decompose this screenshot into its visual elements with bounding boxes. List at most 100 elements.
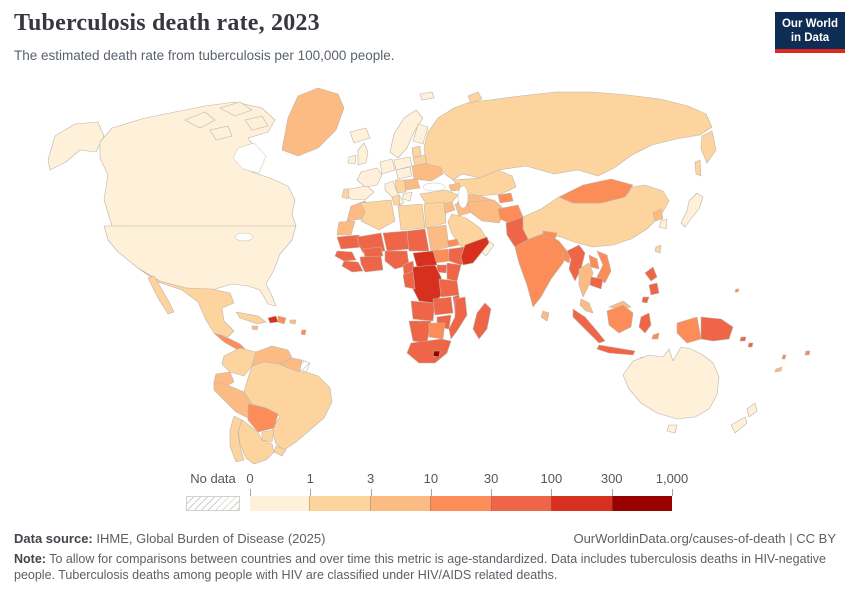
country-russia-sakhalin[interactable]: [694, 159, 702, 177]
country-angola[interactable]: [410, 300, 436, 322]
country-thailand[interactable]: [578, 262, 594, 298]
country-guinea-sierra-leone[interactable]: [341, 260, 364, 273]
legend-bin-100-300[interactable]: [551, 496, 612, 511]
country-philippines-1[interactable]: [644, 266, 658, 282]
country-cambodia[interactable]: [589, 276, 604, 290]
country-haiti[interactable]: [267, 315, 279, 324]
country-french-guiana[interactable]: [299, 359, 311, 373]
legend-bin-3-10[interactable]: [369, 496, 431, 511]
country-uk[interactable]: [357, 142, 369, 166]
country-australia[interactable]: [622, 346, 720, 420]
country-niger[interactable]: [382, 230, 410, 252]
country-ireland[interactable]: [347, 154, 357, 165]
country-solomon-islands-2[interactable]: [747, 342, 754, 348]
country-chile[interactable]: [229, 415, 245, 463]
country-dominican-republic[interactable]: [277, 315, 287, 325]
country-australia-tasmania[interactable]: [666, 424, 678, 434]
country-canada-arctic-3[interactable]: [244, 115, 269, 131]
country-baltics[interactable]: [411, 145, 422, 158]
country-turkey[interactable]: [419, 189, 459, 205]
country-sri-lanka[interactable]: [540, 310, 550, 322]
country-chad[interactable]: [406, 228, 430, 252]
country-botswana[interactable]: [428, 322, 446, 340]
country-iceland[interactable]: [349, 127, 371, 144]
legend-bin-0-1[interactable]: [250, 496, 310, 511]
country-iran[interactable]: [467, 199, 507, 224]
country-indonesia-sulawesi[interactable]: [638, 312, 652, 334]
country-indonesia-maluku[interactable]: [651, 332, 660, 340]
country-libya[interactable]: [397, 203, 426, 231]
country-paraguay[interactable]: [261, 429, 275, 443]
country-cuba[interactable]: [235, 311, 267, 325]
country-indonesia-kalimantan[interactable]: [606, 304, 634, 334]
country-sudan[interactable]: [426, 224, 450, 252]
country-indonesia-java[interactable]: [596, 344, 636, 356]
legend-bin-1-3[interactable]: [309, 496, 370, 511]
country-mozambique[interactable]: [448, 296, 468, 340]
country-central-europe[interactable]: [395, 166, 413, 180]
country-svalbard[interactable]: [419, 91, 435, 101]
country-congo-gabon[interactable]: [402, 270, 416, 290]
country-mexico-baja[interactable]: [147, 275, 175, 315]
country-egypt[interactable]: [423, 201, 447, 229]
country-canada-arctic-4[interactable]: [209, 125, 233, 141]
country-senegal-gambia[interactable]: [334, 250, 357, 262]
country-spain[interactable]: [344, 185, 375, 201]
country-philippines-3[interactable]: [641, 296, 650, 304]
country-japan[interactable]: [680, 192, 704, 228]
country-indonesia-sumatra[interactable]: [572, 308, 606, 344]
country-papua-new-guinea[interactable]: [700, 316, 734, 342]
country-kyrgyzstan-tajikistan[interactable]: [497, 192, 514, 204]
no-data-swatch[interactable]: [186, 496, 240, 511]
country-burkina-faso[interactable]: [362, 246, 384, 258]
country-philippines-2[interactable]: [648, 282, 660, 296]
country-finland[interactable]: [412, 123, 429, 145]
country-tunisia[interactable]: [391, 194, 401, 206]
country-russia[interactable]: [423, 91, 713, 181]
country-canada-arctic-2[interactable]: [219, 101, 253, 117]
country-indonesia-papua[interactable]: [676, 316, 702, 344]
legend-bin-30-100[interactable]: [490, 496, 552, 511]
country-india[interactable]: [514, 232, 568, 308]
legend-bin-10-30[interactable]: [430, 496, 491, 511]
country-lesser-antilles[interactable]: [300, 329, 307, 336]
country-puerto-rico[interactable]: [289, 319, 297, 325]
country-vanuatu[interactable]: [781, 354, 787, 360]
country-cote-divoire-ghana[interactable]: [359, 255, 384, 273]
country-norway-sweden[interactable]: [389, 109, 424, 159]
attribution-link[interactable]: OurWorldinData.org/causes-of-death | CC …: [573, 531, 836, 546]
country-canada-arctic-1[interactable]: [184, 111, 216, 129]
country-micronesia[interactable]: [734, 288, 740, 293]
country-balkans[interactable]: [394, 179, 407, 194]
country-madagascar[interactable]: [472, 302, 492, 340]
country-zambia[interactable]: [432, 296, 454, 316]
country-germany[interactable]: [379, 158, 396, 175]
country-south-korea[interactable]: [658, 218, 668, 230]
country-mongolia[interactable]: [558, 178, 634, 204]
country-new-caledonia[interactable]: [774, 366, 783, 373]
country-laos[interactable]: [588, 254, 600, 270]
country-eritrea[interactable]: [446, 238, 460, 248]
country-vietnam[interactable]: [596, 250, 612, 284]
country-usa-alaska[interactable]: [47, 121, 105, 171]
country-south-africa[interactable]: [406, 338, 452, 364]
country-nepal-bhutan[interactable]: [542, 230, 558, 240]
country-colombia[interactable]: [221, 347, 257, 377]
country-new-zealand-north[interactable]: [746, 402, 758, 418]
world-choropleth-map[interactable]: [0, 78, 850, 470]
country-russia-novaya-zemlya[interactable]: [467, 91, 483, 104]
country-lesotho[interactable]: [432, 350, 441, 358]
owid-logo[interactable]: Our World in Data: [775, 12, 845, 53]
country-france[interactable]: [356, 167, 383, 188]
country-fiji[interactable]: [804, 350, 811, 356]
country-somalia[interactable]: [460, 236, 490, 266]
country-uruguay[interactable]: [273, 445, 287, 457]
country-bolivia[interactable]: [247, 403, 279, 433]
country-russia-kamchatka[interactable]: [700, 130, 717, 164]
country-kenya[interactable]: [446, 262, 462, 282]
country-nigeria[interactable]: [384, 250, 410, 270]
country-romania[interactable]: [403, 178, 421, 191]
country-malaysia[interactable]: [579, 298, 594, 314]
country-north-korea[interactable]: [652, 208, 664, 222]
country-myanmar[interactable]: [566, 244, 586, 282]
